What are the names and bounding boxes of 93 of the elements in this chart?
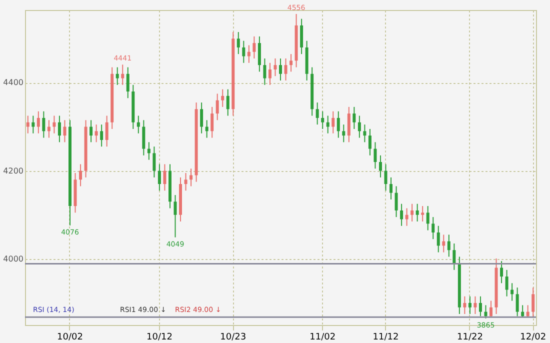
candlestick — [463, 296, 466, 314]
candlestick — [474, 296, 477, 314]
candlestick — [284, 58, 288, 81]
candlestick — [432, 216, 435, 240]
candlestick — [374, 142, 377, 170]
candlestick — [405, 208, 408, 226]
candlestick — [290, 54, 293, 72]
candlestick — [394, 186, 398, 218]
candlestick — [410, 203, 414, 222]
x-tick-label: 10/12 — [146, 332, 172, 342]
candlestick — [516, 287, 519, 317]
candlestick — [521, 304, 524, 318]
candlestick — [447, 234, 450, 258]
candlestick — [326, 115, 330, 134]
candlestick — [36, 110, 40, 134]
candlestick — [368, 128, 372, 156]
candlestick — [152, 146, 156, 178]
candlestick — [300, 18, 304, 55]
x-tick-label: 11/22 — [456, 332, 483, 342]
candlestick — [505, 269, 508, 297]
candlestick — [158, 164, 161, 192]
candlestick — [205, 120, 208, 138]
candlestick — [478, 296, 482, 317]
candlestick — [510, 282, 514, 302]
candlestick — [378, 154, 382, 178]
candlestick — [116, 66, 119, 86]
candlestick — [126, 66, 130, 99]
x-tick-label: 10/23 — [220, 332, 246, 342]
candlestick — [190, 168, 193, 187]
y-tick-label: 4000 — [3, 254, 24, 264]
candlestick — [47, 120, 50, 138]
candlestick — [442, 234, 446, 253]
candlestick — [26, 115, 30, 134]
candlestick — [390, 176, 393, 200]
candlestick — [32, 115, 35, 134]
candlestick — [490, 300, 493, 318]
candlestick — [94, 124, 98, 143]
candlestick — [268, 62, 272, 86]
candlestick — [336, 110, 340, 138]
candlestick — [416, 203, 419, 222]
candlestick — [200, 102, 204, 134]
candlestick — [384, 164, 388, 192]
candlestick — [221, 88, 224, 108]
x-tick-label: 11/12 — [372, 332, 399, 342]
candlestick — [236, 32, 240, 55]
candlestick — [342, 124, 346, 143]
candlestick — [79, 164, 82, 187]
candlestick — [274, 58, 277, 77]
y-tick-label: 4400 — [3, 78, 24, 88]
candlestick — [163, 164, 166, 192]
candlestick — [258, 36, 261, 72]
candlestick — [358, 115, 361, 138]
candlestick — [210, 106, 214, 138]
candlestick — [484, 304, 488, 319]
candlestick — [468, 296, 472, 314]
y-tick-label: 4200 — [3, 166, 24, 176]
x-tick-label: 12/02 — [520, 332, 546, 342]
candlestick — [426, 206, 430, 231]
candlestick — [321, 110, 324, 130]
candlestick — [58, 115, 61, 143]
candlestick — [42, 110, 46, 138]
candlestick — [332, 110, 335, 134]
candlestick — [121, 64, 124, 86]
x-tick-label: 11/02 — [310, 332, 336, 342]
candlestick — [247, 44, 250, 64]
candlestick — [421, 206, 424, 222]
candlestick — [263, 58, 266, 86]
candlestick — [100, 124, 104, 148]
candlestick — [279, 58, 282, 81]
candlestick — [174, 194, 177, 238]
candlestick — [63, 120, 66, 143]
candlestick — [532, 287, 535, 318]
candlestick — [242, 40, 246, 64]
candlestick — [216, 93, 219, 121]
candlestick — [90, 120, 93, 143]
candlestick — [147, 142, 150, 160]
candlestick — [400, 203, 404, 226]
candlestick — [316, 102, 319, 126]
candlestick — [352, 106, 356, 130]
candlestick — [142, 120, 146, 156]
candlestick — [526, 304, 530, 318]
candlestick — [436, 225, 440, 253]
candlestick — [136, 115, 140, 134]
candlestick — [184, 172, 188, 192]
candlestick — [347, 106, 350, 143]
candlestick — [52, 115, 56, 134]
candlestick — [252, 36, 256, 59]
x-tick-label: 10/02 — [57, 332, 83, 342]
candlestick — [500, 260, 504, 284]
candlestick — [105, 115, 108, 148]
candlestick — [452, 242, 456, 270]
candlestick — [226, 88, 230, 116]
candlestick — [363, 124, 366, 143]
